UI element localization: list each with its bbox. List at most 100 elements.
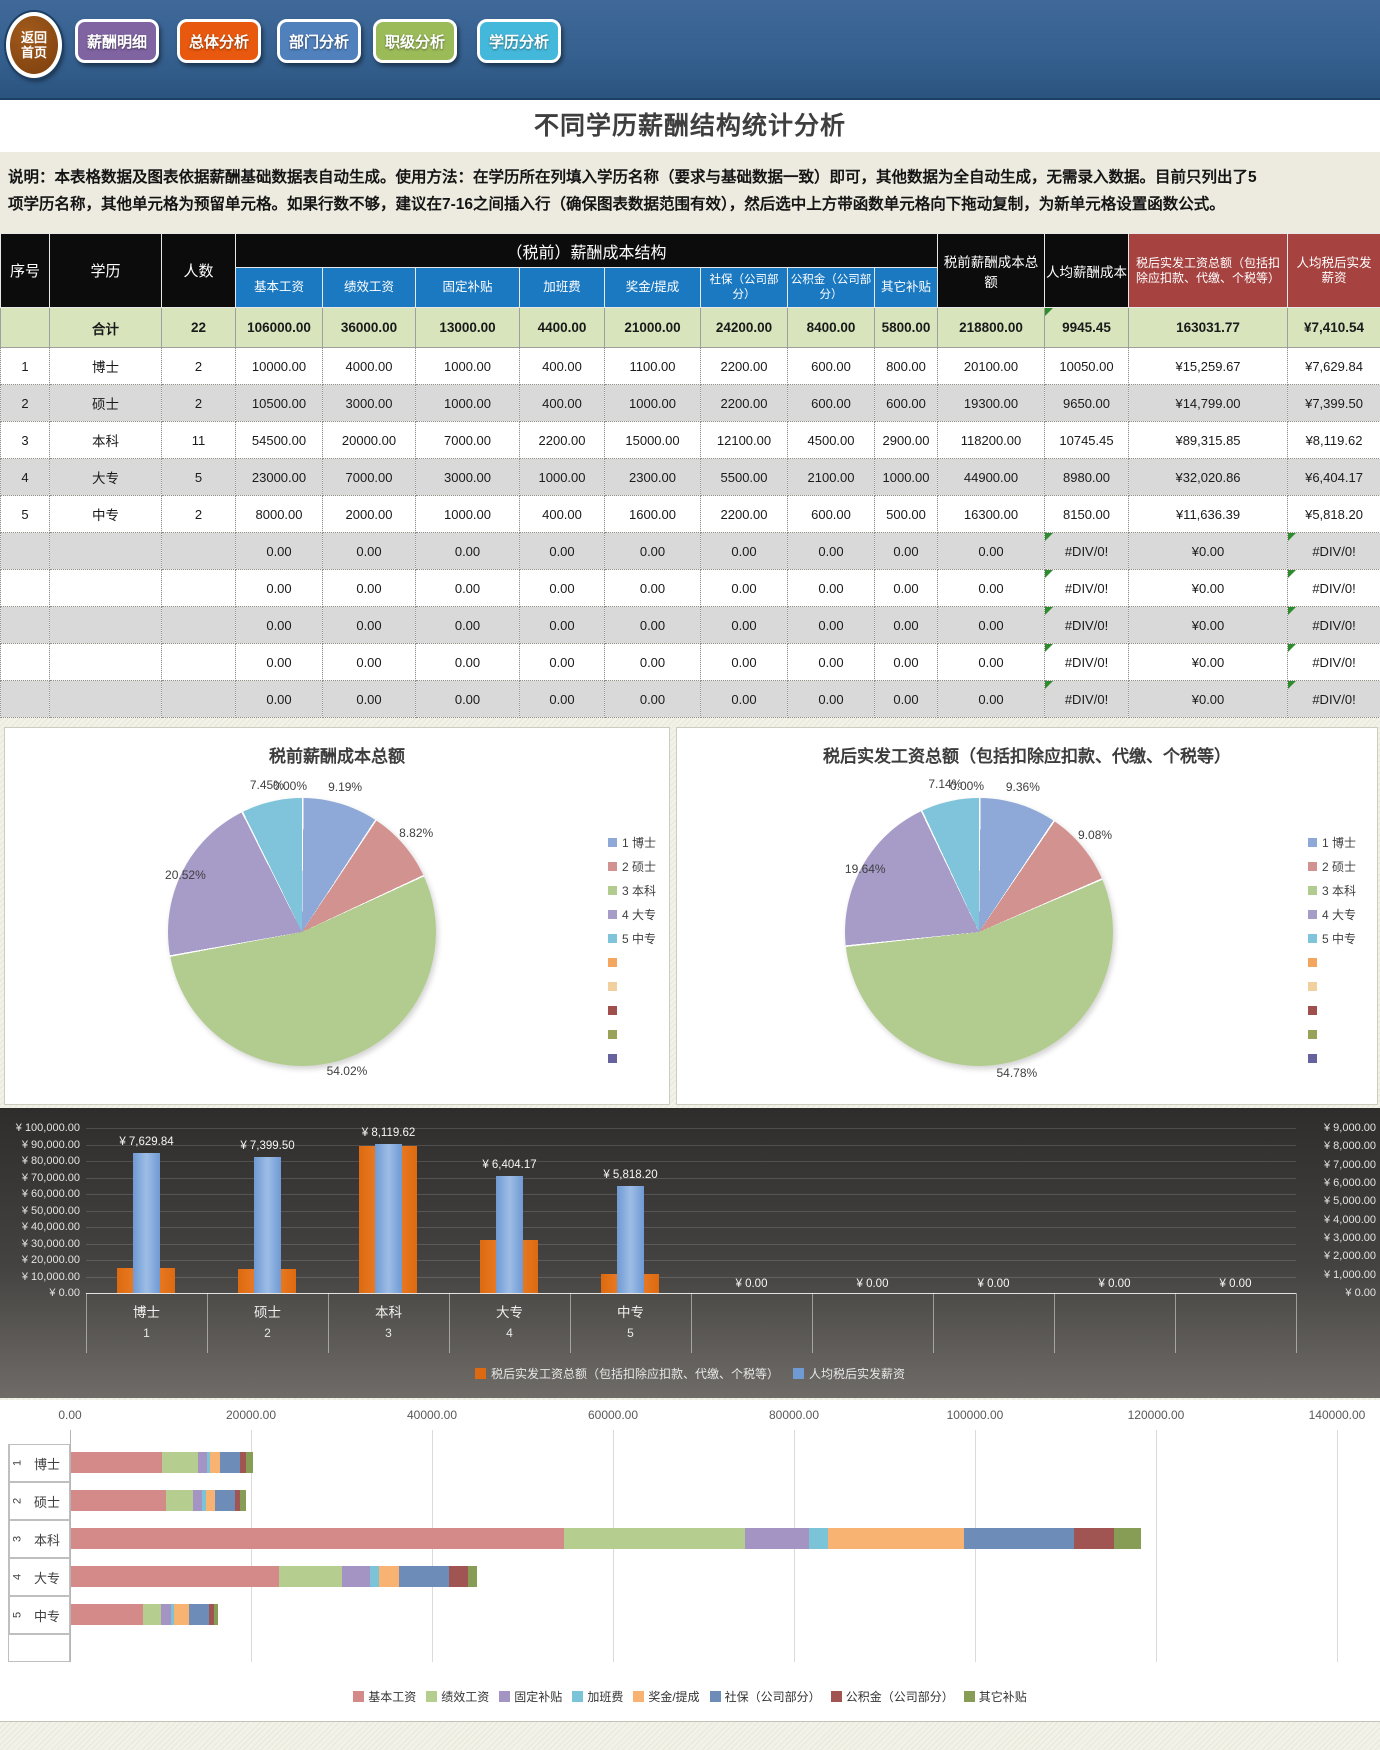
table-cell[interactable]: 0.00 (787, 643, 875, 681)
table-cell[interactable]: 4400.00 (519, 307, 605, 348)
table-cell[interactable]: 2000.00 (322, 495, 416, 533)
sub-header-6[interactable]: 社保（公司部分） (700, 267, 788, 308)
table-cell[interactable]: 600.00 (873, 384, 939, 422)
row-no[interactable]: 3 (0, 421, 50, 459)
table-cell[interactable]: 0.00 (937, 606, 1046, 644)
table-cell[interactable]: 1000.00 (873, 458, 939, 496)
table-cell[interactable]: 2200.00 (700, 495, 788, 533)
row-education[interactable] (49, 606, 162, 644)
table-cell[interactable]: 8400.00 (787, 307, 875, 348)
table-cell[interactable]: 12100.00 (700, 421, 788, 459)
table-cell[interactable]: 0.00 (415, 643, 520, 681)
table-cell[interactable]: 400.00 (519, 347, 605, 385)
row-education[interactable]: 硕士 (49, 384, 162, 422)
table-cell[interactable]: 0.00 (235, 569, 323, 607)
sub-header-3[interactable]: 固定补贴 (415, 267, 520, 308)
table-cell[interactable]: #DIV/0! (1044, 643, 1130, 681)
row-count[interactable] (161, 680, 236, 718)
table-cell[interactable]: ¥15,259.67 (1128, 347, 1289, 385)
sub-header-5[interactable]: 奖金/提成 (604, 267, 701, 308)
col-header-headcount[interactable]: 人数 (161, 233, 236, 308)
table-cell[interactable]: 0.00 (873, 680, 939, 718)
table-cell[interactable]: 44900.00 (937, 458, 1046, 496)
table-cell[interactable]: #DIV/0! (1287, 532, 1380, 570)
table-cell[interactable]: 1100.00 (604, 347, 701, 385)
col-header-no[interactable]: 序号 (0, 233, 50, 308)
table-cell[interactable]: 1000.00 (415, 347, 520, 385)
row-education[interactable] (49, 532, 162, 570)
table-cell[interactable]: 0.00 (873, 606, 939, 644)
row-no[interactable] (0, 606, 50, 644)
table-cell[interactable]: 0.00 (235, 643, 323, 681)
table-cell[interactable]: 2200.00 (700, 384, 788, 422)
table-cell[interactable]: ¥0.00 (1128, 680, 1289, 718)
sub-header-8[interactable]: 其它补贴 (873, 267, 939, 308)
table-cell[interactable]: 0.00 (937, 532, 1046, 570)
table-cell[interactable]: 0.00 (415, 569, 520, 607)
table-cell[interactable]: ¥89,315.85 (1128, 421, 1289, 459)
table-cell[interactable]: 600.00 (787, 347, 875, 385)
col-header-aftertax-total[interactable]: 税后实发工资总额（包括扣除应扣款、代缴、个税等） (1128, 233, 1289, 308)
row-education[interactable] (49, 680, 162, 718)
row-count[interactable] (161, 606, 236, 644)
table-cell[interactable]: ¥8,119.62 (1287, 421, 1380, 459)
table-cell[interactable]: ¥7,629.84 (1287, 347, 1380, 385)
table-cell[interactable]: #DIV/0! (1044, 569, 1130, 607)
table-cell[interactable]: 0.00 (519, 680, 605, 718)
col-header-avg-cost[interactable]: 人均薪酬成本 (1044, 233, 1130, 308)
table-cell[interactable]: 0.00 (787, 532, 875, 570)
table-cell[interactable]: 0.00 (604, 606, 701, 644)
table-cell[interactable]: #DIV/0! (1287, 569, 1380, 607)
row-no[interactable]: 4 (0, 458, 50, 496)
table-cell[interactable]: 600.00 (787, 495, 875, 533)
table-cell[interactable]: 7000.00 (415, 421, 520, 459)
table-cell[interactable]: 0.00 (937, 643, 1046, 681)
table-cell[interactable]: 0.00 (235, 680, 323, 718)
row-count[interactable]: 5 (161, 458, 236, 496)
table-cell[interactable]: 0.00 (604, 680, 701, 718)
row-no[interactable] (0, 532, 50, 570)
table-cell[interactable]: 0.00 (322, 569, 416, 607)
table-cell[interactable]: 0.00 (700, 532, 788, 570)
table-cell[interactable]: 0.00 (519, 569, 605, 607)
table-cell[interactable]: 0.00 (415, 532, 520, 570)
row-education[interactable] (49, 643, 162, 681)
table-cell[interactable]: 0.00 (519, 532, 605, 570)
table-cell[interactable]: 1600.00 (604, 495, 701, 533)
table-cell[interactable]: 163031.77 (1128, 307, 1289, 348)
back-to-home-button[interactable]: 返回 首页 (6, 12, 62, 78)
table-cell[interactable]: 10745.45 (1044, 421, 1130, 459)
table-cell[interactable]: 19300.00 (937, 384, 1046, 422)
row-education[interactable]: 本科 (49, 421, 162, 459)
table-cell[interactable]: 1000.00 (604, 384, 701, 422)
table-cell[interactable]: 36000.00 (322, 307, 416, 348)
table-cell[interactable]: ¥32,020.86 (1128, 458, 1289, 496)
col-header-avg-aftertax[interactable]: 人均税后实发薪资 (1287, 233, 1380, 308)
table-cell[interactable]: 16300.00 (937, 495, 1046, 533)
table-cell[interactable]: 0.00 (787, 606, 875, 644)
table-cell[interactable]: 500.00 (873, 495, 939, 533)
table-cell[interactable]: 8980.00 (1044, 458, 1130, 496)
table-cell[interactable]: 5500.00 (700, 458, 788, 496)
table-cell[interactable]: ¥0.00 (1128, 532, 1289, 570)
table-cell[interactable]: 20100.00 (937, 347, 1046, 385)
row-count[interactable]: 22 (161, 307, 236, 348)
table-cell[interactable]: 0.00 (700, 680, 788, 718)
table-cell[interactable]: ¥0.00 (1128, 569, 1289, 607)
nav-button-4[interactable]: 职级分析 (373, 19, 457, 63)
table-cell[interactable]: ¥14,799.00 (1128, 384, 1289, 422)
row-no[interactable] (0, 307, 50, 348)
sub-header-2[interactable]: 绩效工资 (322, 267, 416, 308)
table-cell[interactable]: 0.00 (235, 532, 323, 570)
table-cell[interactable]: #DIV/0! (1044, 606, 1130, 644)
table-cell[interactable]: #DIV/0! (1287, 680, 1380, 718)
table-cell[interactable]: 3000.00 (415, 458, 520, 496)
table-cell[interactable]: 0.00 (700, 643, 788, 681)
table-cell[interactable]: 0.00 (700, 569, 788, 607)
table-cell[interactable]: 106000.00 (235, 307, 323, 348)
table-cell[interactable]: 1000.00 (519, 458, 605, 496)
table-cell[interactable]: ¥6,404.17 (1287, 458, 1380, 496)
row-no[interactable] (0, 643, 50, 681)
table-cell[interactable]: 800.00 (873, 347, 939, 385)
row-no[interactable]: 1 (0, 347, 50, 385)
